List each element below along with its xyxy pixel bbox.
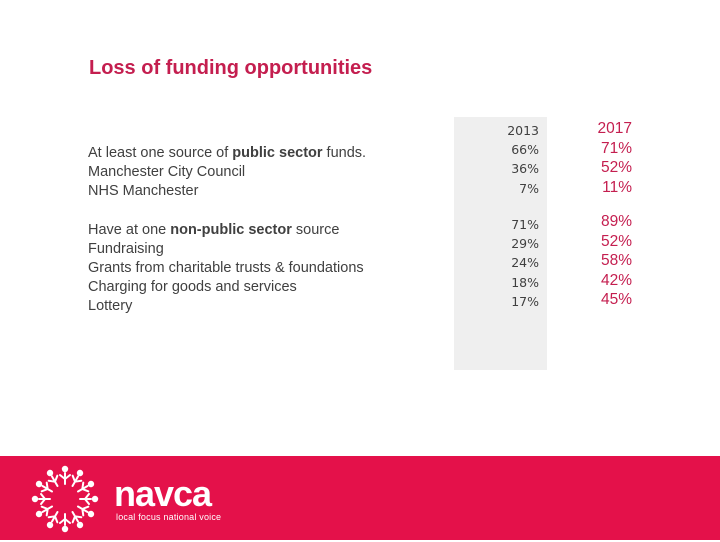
value-2017: 71% xyxy=(600,139,632,157)
value-2013: 71% xyxy=(511,217,539,232)
column-2013-background xyxy=(454,117,547,370)
value-2017: 52% xyxy=(600,159,632,176)
footer-bar xyxy=(0,456,720,540)
value-2013: 18% xyxy=(511,274,539,290)
value-2013: 29% xyxy=(511,236,539,252)
public-sector-block: At least one source of public sector fun… xyxy=(88,144,366,201)
value-2013-header: 2013 xyxy=(507,123,539,138)
funding-source-label: Fundraising xyxy=(88,241,164,257)
funding-source-label: NHS Manchester xyxy=(88,183,199,199)
non-public-sector-block: Have at one non-public sector source Fun… xyxy=(88,221,364,316)
heading-text: funds. xyxy=(322,145,367,161)
heading-text: At least one source of xyxy=(88,145,233,161)
value-2017-header: 2017 xyxy=(597,120,632,137)
people-ring-icon xyxy=(26,461,104,542)
funding-source-label: Lottery xyxy=(88,298,133,314)
navca-logo-wordmark: navca xyxy=(114,473,212,514)
funding-source-label: Manchester City Council xyxy=(88,164,246,180)
value-2017: 45% xyxy=(600,291,632,308)
values-2013-public: 2013 66% 36% 7% xyxy=(507,121,539,198)
value-2013: 7% xyxy=(519,180,539,196)
values-2013-non-public: 71% 29% 24% 18% 17% xyxy=(511,215,539,311)
value-2013: 66% xyxy=(511,142,539,158)
values-2017-non-public: 89% 52% 58% 42% 45% xyxy=(601,212,632,310)
funding-source-label: Grants from charitable trusts & foundati… xyxy=(88,260,364,276)
slide-title: Loss of funding opportunities xyxy=(89,57,373,79)
value-2013: 36% xyxy=(511,161,539,177)
value-2017: 89% xyxy=(600,213,632,230)
heading-text: source xyxy=(291,222,340,238)
value-2017: 11% xyxy=(602,178,632,196)
funding-source-label: Charging for goods and services xyxy=(88,279,297,295)
heading-bold-text: non-public sector xyxy=(170,222,292,238)
values-2017-public: 2017 71% 52% 11% xyxy=(598,119,632,197)
value-2017: 58% xyxy=(600,252,632,269)
value-2013: 24% xyxy=(511,255,539,271)
non-public-sector-heading: Have at one non-public sector source xyxy=(88,221,364,240)
logo-tagline: local focus national voice xyxy=(116,512,222,522)
value-2013: 17% xyxy=(511,293,539,309)
value-2017: 42% xyxy=(600,271,632,289)
public-sector-heading: At least one source of public sector fun… xyxy=(88,144,366,163)
value-2017: 52% xyxy=(600,232,632,250)
heading-bold-text: public sector xyxy=(232,145,323,161)
heading-text: Have at one xyxy=(88,222,171,238)
